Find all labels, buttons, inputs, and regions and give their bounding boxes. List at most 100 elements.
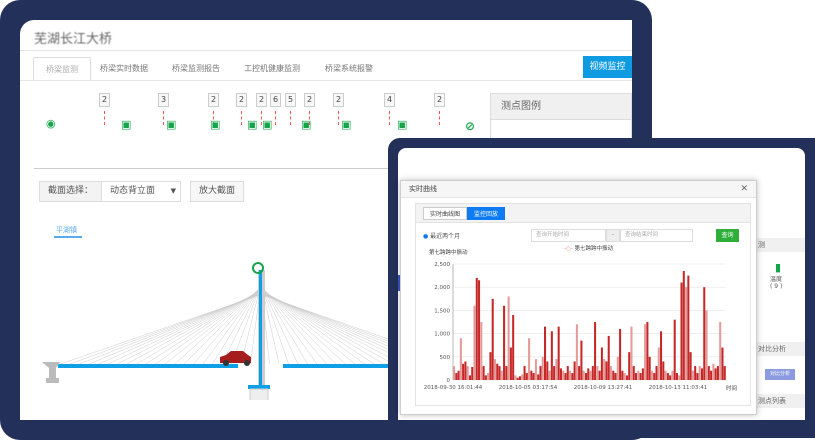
realtime-curve-modal: 实时曲线 ✕ 实时曲线图 监控回放 ● 最近两个月 查询开始时间 - 查询结束时… [400,180,757,415]
query-button[interactable]: 查询 [716,229,739,242]
sensor-count-box[interactable]: 2 [99,93,110,107]
y-tick-label: 1,500 [434,308,450,314]
data-bar [598,370,601,380]
stay-cables [60,281,390,365]
deck-left [58,364,238,368]
stay-cable [260,284,308,365]
sensor-count-box[interactable]: 6 [270,93,281,107]
data-bar [698,366,701,380]
compare-button[interactable]: 对比分析 [765,369,795,380]
sensor-count-box[interactable]: 2 [304,93,315,107]
tab-system-alarm[interactable]: 桥梁系统报警 [325,64,373,73]
data-bar [614,373,617,380]
data-bar [484,375,487,380]
data-bar [653,373,656,380]
direction-label: 平湖镇 [56,226,77,234]
page-title: 芜湖长江大桥 [34,32,113,47]
data-bar [466,366,469,380]
section-select[interactable]: 截面选择： 动态背立面 ▼ [39,181,182,202]
strain-sensor-icon[interactable]: ▣ [247,118,258,131]
sensor-count: ( 9 ) [770,283,783,290]
section-select-label: 截面选择： [40,182,103,201]
tab-ipc-health[interactable]: 工控机健康监测 [244,64,300,73]
zoom-section-button[interactable]: 放大截面 [190,181,245,202]
data-bar [716,366,719,380]
data-bar [605,361,608,380]
sensor-count-box[interactable]: 5 [285,93,296,107]
strain-sensor-icon[interactable]: ▣ [301,118,312,131]
sensor-count-box[interactable]: 2 [333,93,344,107]
end-time-input[interactable]: 查询结束时间 [620,229,693,242]
data-bar [655,366,658,380]
data-bar [678,375,681,380]
data-bar [509,347,512,380]
stay-cable [260,294,390,340]
sensor-dashed-line [104,111,105,125]
x-tick-label: 2018-09-30 16:01:44 [424,385,483,391]
sensor-icon[interactable] [252,262,264,274]
data-bar [623,373,626,380]
tab-playback[interactable]: 监控回放 [467,207,506,220]
stay-cable [260,285,318,365]
data-bar [544,326,547,380]
data-bar [721,347,724,380]
sensor-count-box[interactable]: 2 [236,93,247,107]
sensor-count-box[interactable]: 3 [158,93,169,107]
stay-cable [260,286,327,365]
data-bar [523,366,526,380]
data-bar [591,366,594,380]
data-bar [530,370,533,380]
sensor-count-box[interactable]: 2 [208,93,219,107]
section-value-text: 动态背立面 [110,186,156,196]
recent-two-months-radio[interactable]: ● 最近两个月 [423,231,460,240]
modal-body: 实时曲线图 监控回放 ● 最近两个月 查询开始时间 - 查询结束时间 查询 -○… [415,203,751,406]
chart-legend[interactable]: -○- 第七跨跨中振动 [564,244,613,252]
sensor-count-box[interactable]: 2 [434,93,445,107]
data-bar [578,366,581,380]
sensor-count-box[interactable]: 4 [384,93,395,107]
x-axis-label: 时间 [726,386,738,392]
strain-sensor-icon[interactable]: ▣ [397,118,408,131]
data-bar [557,326,560,380]
data-bar [575,324,578,380]
stay-cable [126,290,262,365]
divider [20,80,632,81]
sensor-dashed-line [389,111,390,125]
data-bar [644,324,647,380]
data-bar [562,370,565,380]
strain-sensor-icon[interactable]: ▣ [210,118,221,131]
data-bar [671,370,674,380]
tab-realtime-data[interactable]: 桥梁实时数据 [100,64,148,73]
strain-sensor-icon[interactable]: ▣ [262,118,273,131]
data-bar [534,359,537,380]
data-bar [662,361,665,380]
sensor-dashed-line [261,111,262,125]
data-bar [525,373,528,380]
sensor-dashed-line [309,111,310,125]
data-bar [703,287,706,380]
tab-bridge-monitor[interactable]: 桥梁监测 [33,57,91,81]
section-select-value[interactable]: 动态背立面 ▼ [102,182,180,201]
data-bar [518,376,522,380]
data-bar [571,373,574,380]
data-bar [550,331,553,380]
data-bar [669,375,672,380]
stay-cable [260,289,384,365]
close-icon[interactable]: ✕ [740,184,748,194]
strain-sensor-icon[interactable]: ▣ [121,118,132,131]
tab-realtime-chart[interactable]: 实时曲线图 [423,207,468,220]
data-bar [621,370,624,380]
data-bar [537,374,540,380]
pile-foundation [249,388,269,400]
strain-sensor-icon[interactable]: ▣ [166,118,177,131]
strain-sensor-icon[interactable]: ▣ [341,118,352,131]
data-bar [710,370,713,380]
data-bar [646,322,649,380]
video-monitor-button[interactable]: 视频监控 [583,56,632,78]
sensor-count-box[interactable]: 2 [256,93,267,107]
tilt-sensor-icon[interactable]: ◉ [46,117,56,130]
start-time-input[interactable]: 查询开始时间 [531,229,606,242]
y-axis-label: 第七跨跨中振动 [429,250,468,256]
tab-monitor-report[interactable]: 桥梁监测报告 [172,64,220,73]
data-bar [566,366,569,380]
